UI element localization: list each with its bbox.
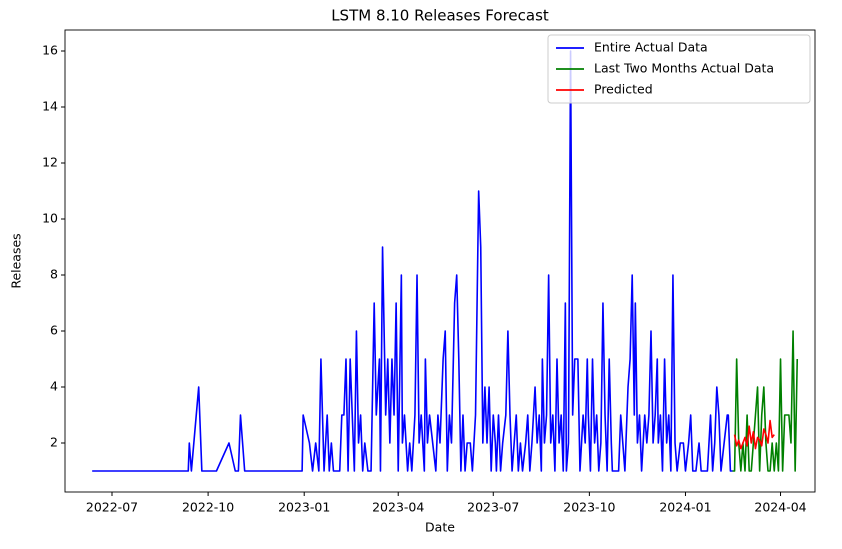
y-tick-label: 10 bbox=[42, 211, 58, 226]
x-axis-label: Date bbox=[425, 520, 455, 535]
x-tick-label: 2023-04 bbox=[372, 500, 424, 515]
legend-label: Entire Actual Data bbox=[594, 40, 708, 55]
legend-label: Predicted bbox=[594, 82, 653, 97]
chart-title: LSTM 8.10 Releases Forecast bbox=[331, 7, 549, 25]
y-axis-label: Releases bbox=[9, 233, 24, 288]
x-tick-label: 2023-07 bbox=[467, 500, 519, 515]
plot-frame bbox=[64, 29, 816, 493]
legend-box bbox=[547, 34, 811, 104]
x-tick-label: 2024-01 bbox=[659, 500, 711, 515]
y-tick-label: 4 bbox=[50, 379, 58, 394]
legend-label: Last Two Months Actual Data bbox=[594, 61, 774, 76]
y-tick-label: 2 bbox=[50, 435, 58, 450]
x-tick-label: 2022-10 bbox=[182, 500, 234, 515]
x-tick-label: 2024-04 bbox=[754, 500, 806, 515]
y-tick-label: 8 bbox=[50, 267, 58, 282]
series-line bbox=[733, 419, 775, 450]
x-tick-label: 2023-01 bbox=[278, 500, 330, 515]
y-tick-label: 12 bbox=[42, 155, 58, 170]
series-line bbox=[92, 50, 733, 472]
y-tick-label: 16 bbox=[42, 43, 58, 58]
series-line bbox=[732, 330, 799, 472]
y-tick-label: 6 bbox=[50, 323, 58, 338]
x-tick-label: 2022-07 bbox=[86, 500, 138, 515]
x-tick-label: 2023-10 bbox=[563, 500, 615, 515]
y-tick-label: 14 bbox=[42, 99, 58, 114]
